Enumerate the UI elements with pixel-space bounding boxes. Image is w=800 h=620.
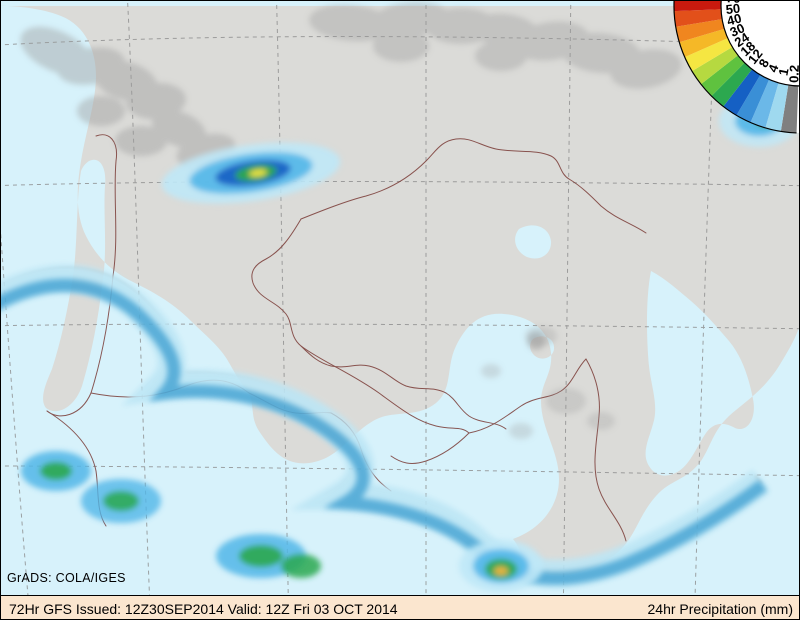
svg-text:0.2: 0.2 bbox=[786, 65, 800, 84]
svg-text:GrADS: COLA/IGES: GrADS: COLA/IGES bbox=[7, 571, 126, 585]
